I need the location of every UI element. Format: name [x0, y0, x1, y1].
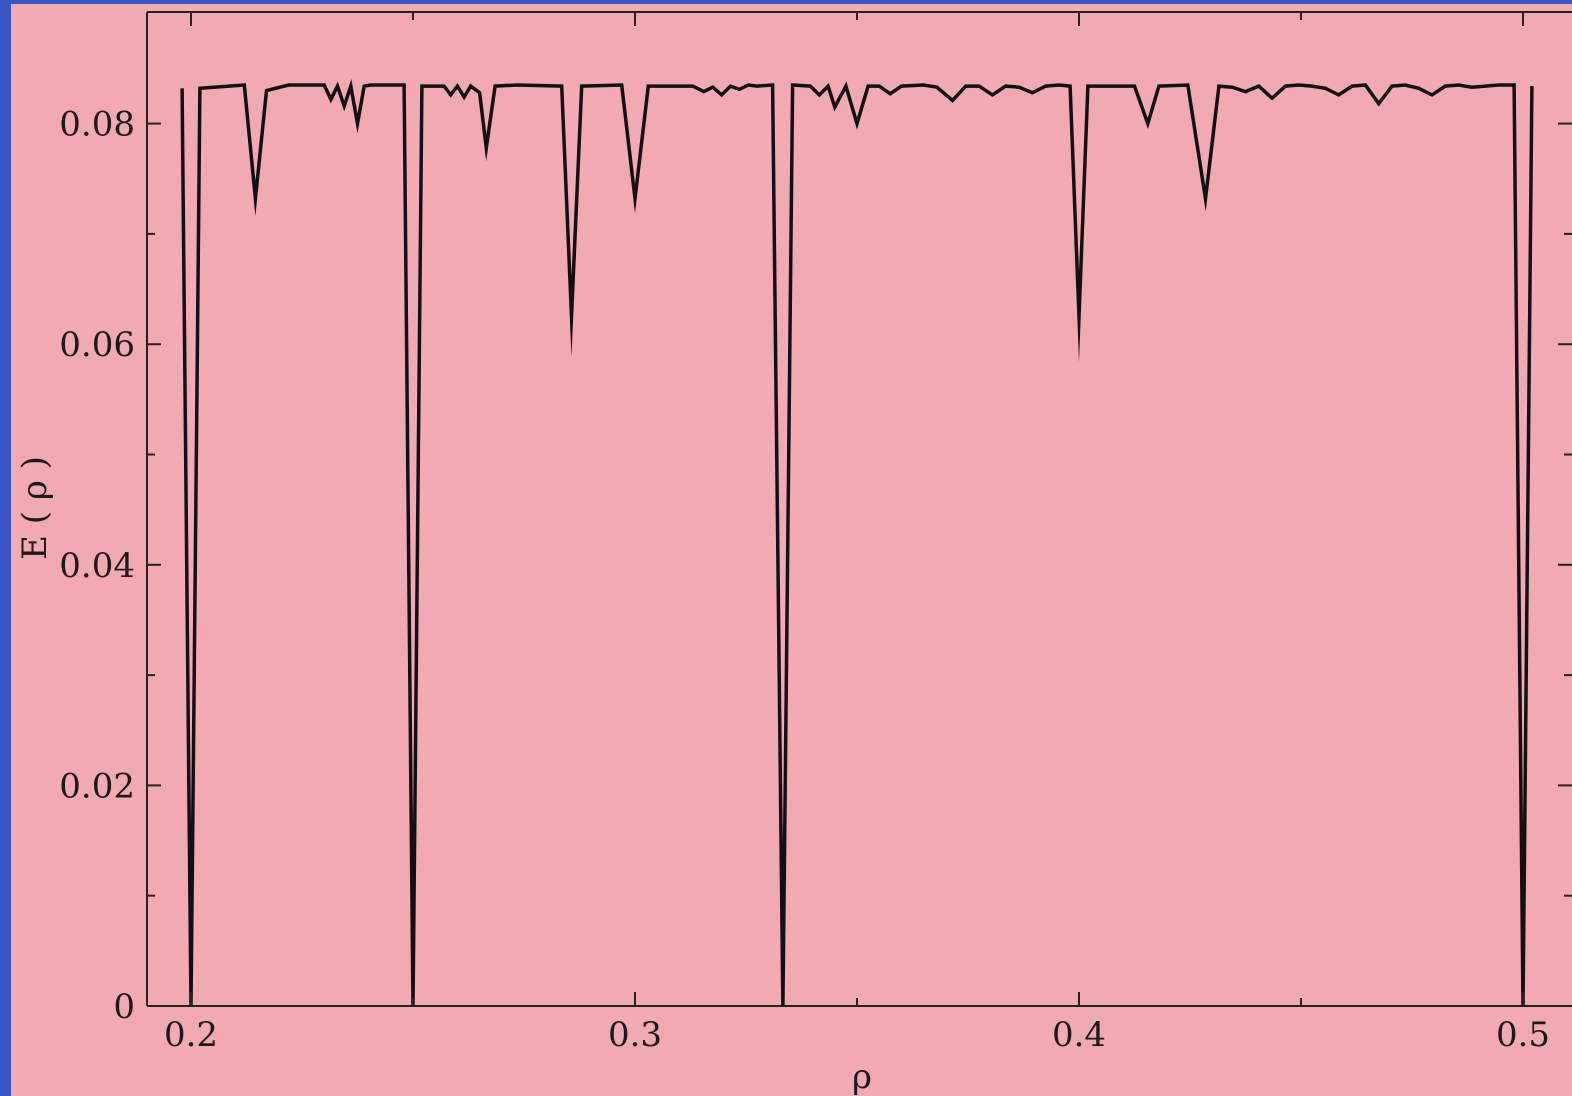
- y-axis-label: E ( ρ ): [15, 456, 55, 560]
- y-tick-label: 0.04: [59, 546, 135, 586]
- series-line: [180, 79, 1534, 1007]
- x-tick-label: 0.4: [1052, 1015, 1106, 1055]
- x-tick-label: 0.2: [164, 1015, 218, 1055]
- plot-area: [146, 11, 1572, 1007]
- x-axis-label: ρ: [852, 1057, 872, 1096]
- y-tick-label: 0: [113, 987, 135, 1027]
- left-frame-band: [0, 0, 11, 1096]
- y-tick-label: 0.02: [59, 766, 135, 806]
- y-tick-label: 0.08: [59, 105, 135, 145]
- y-axis: 0 0.02 0.04 0.06 0.08: [59, 105, 1572, 1027]
- x-tick-label: 0.5: [1496, 1015, 1550, 1055]
- x-axis: 0.2 0.3 0.4 0.5: [164, 12, 1550, 1055]
- top-frame-band: [0, 0, 1572, 4]
- y-tick-label: 0.06: [59, 325, 135, 365]
- x-tick-label: 0.3: [608, 1015, 662, 1055]
